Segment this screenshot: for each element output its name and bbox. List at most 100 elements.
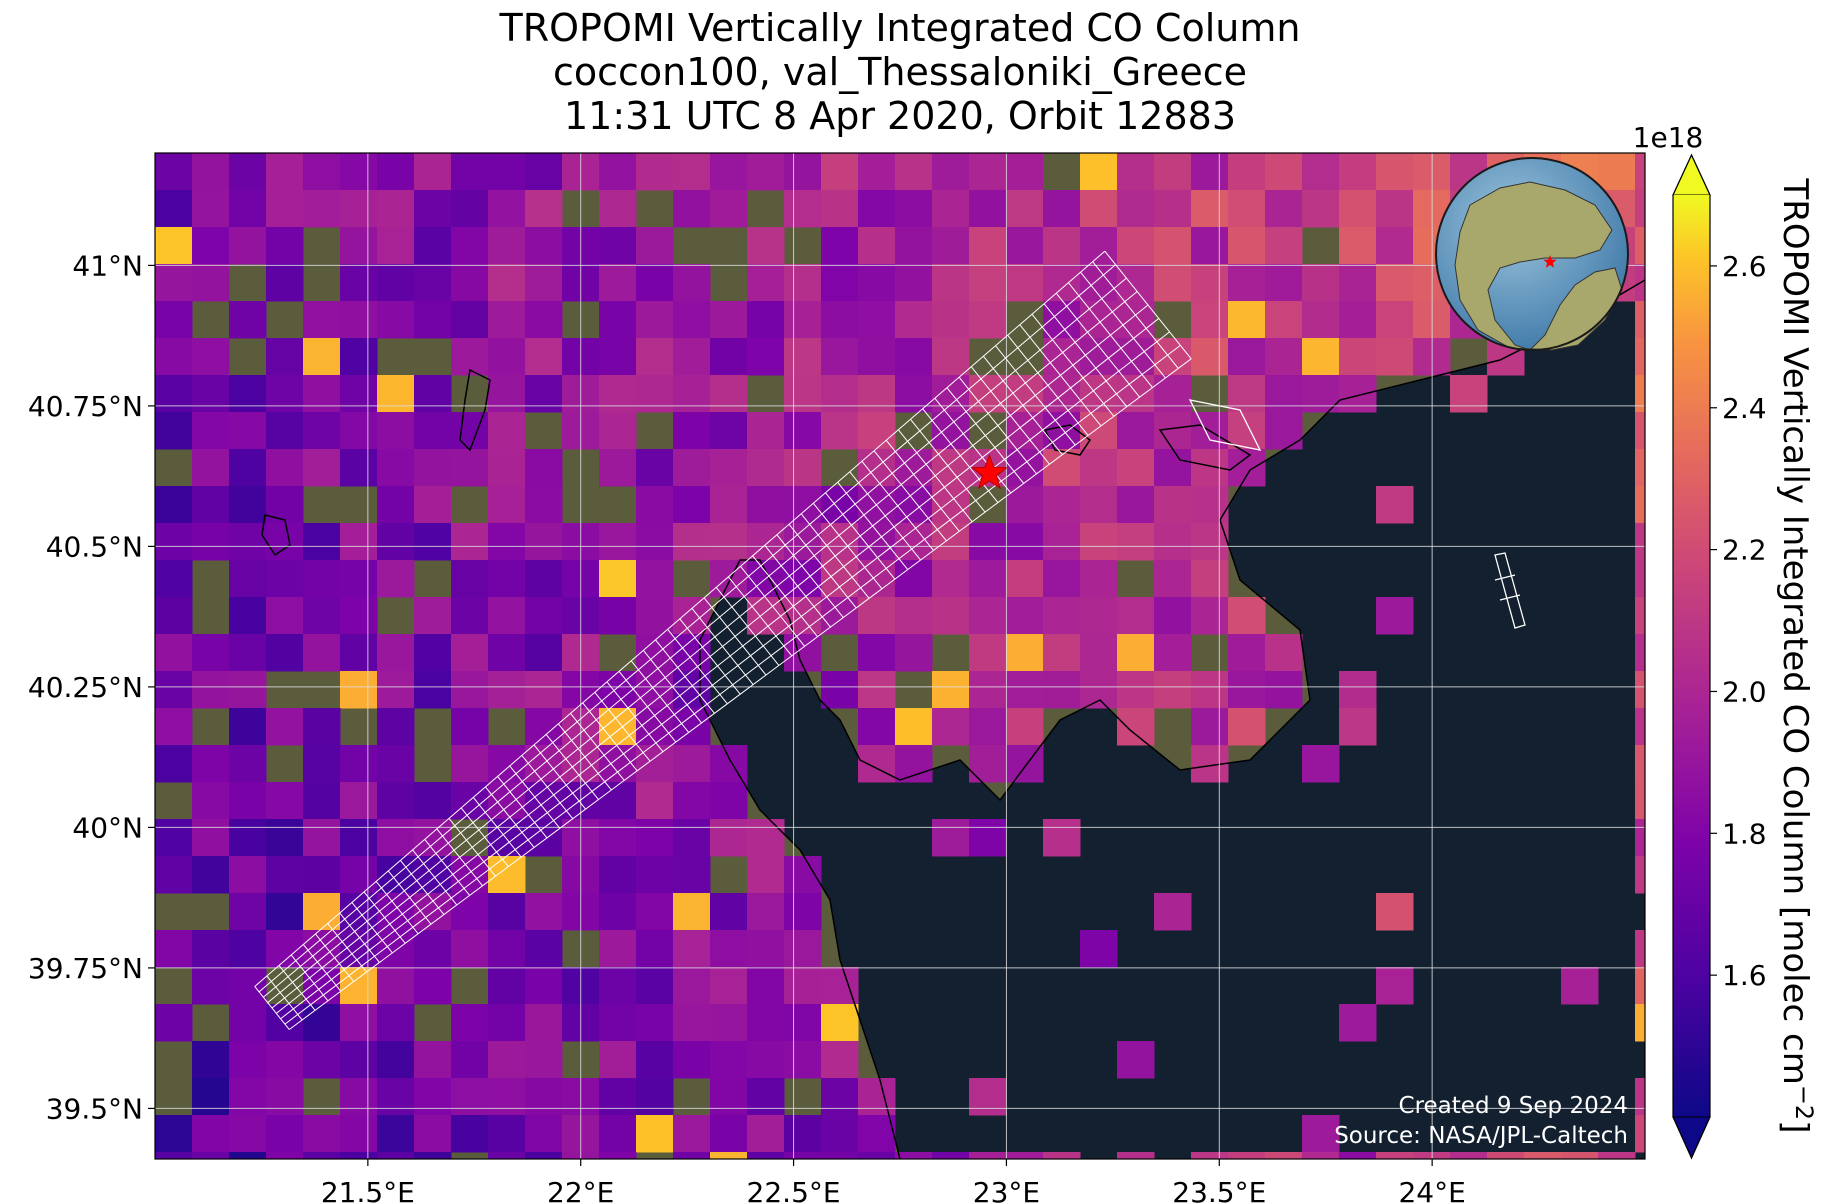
co-pixel — [451, 930, 489, 968]
co-pixel — [155, 523, 193, 561]
co-pixel — [673, 1004, 711, 1042]
co-pixel — [525, 708, 563, 746]
co-pixel — [414, 190, 452, 228]
co-pixel — [673, 375, 711, 413]
co-pixel — [451, 745, 489, 783]
co-pixel — [266, 412, 304, 450]
co-pixel — [1265, 153, 1303, 191]
co-pixel — [1635, 375, 1645, 413]
co-pixel — [821, 190, 859, 228]
co-pixel — [303, 967, 341, 1005]
co-pixel — [266, 1078, 304, 1116]
co-pixel — [1006, 708, 1044, 746]
co-pixel — [821, 671, 859, 709]
co-pixel — [266, 338, 304, 376]
longitude-tick-label: 21.5°E — [321, 1176, 415, 1204]
co-pixel — [784, 1041, 822, 1079]
co-pixel — [710, 375, 748, 413]
coastline — [699, 279, 1645, 1159]
co-pixel — [155, 1152, 193, 1159]
co-pixel — [229, 782, 267, 820]
co-pixel — [1635, 301, 1645, 339]
co-pixel — [673, 856, 711, 894]
co-pixel — [969, 671, 1007, 709]
co-pixel — [969, 819, 1007, 857]
co-pixel — [858, 301, 896, 339]
co-pixel — [821, 264, 859, 302]
co-pixel — [377, 153, 415, 191]
co-pixel — [1376, 190, 1414, 228]
co-pixel — [747, 523, 785, 561]
co-pixel — [155, 930, 193, 968]
co-pixel — [784, 153, 822, 191]
co-pixel — [1265, 412, 1303, 450]
co-pixel — [451, 227, 489, 265]
co-pixel — [192, 227, 230, 265]
co-pixel — [673, 967, 711, 1005]
co-pixel — [451, 1004, 489, 1042]
co-pixel — [636, 1004, 674, 1042]
title-line-1: TROPOMI Vertically Integrated CO Column — [499, 6, 1301, 50]
co-pixel — [229, 930, 267, 968]
co-pixel — [969, 301, 1007, 339]
co-pixel — [932, 153, 970, 191]
co-pixel — [414, 597, 452, 635]
co-pixel — [673, 486, 711, 524]
co-pixel — [784, 1115, 822, 1153]
co-pixel — [858, 523, 896, 561]
footprint-line — [271, 304, 1149, 1009]
co-pixel — [1228, 671, 1266, 709]
co-pixel — [821, 153, 859, 191]
co-pixel — [747, 597, 785, 635]
co-pixel — [303, 782, 341, 820]
co-pixel — [340, 264, 378, 302]
co-pixel — [303, 1004, 341, 1042]
co-pixel — [1635, 449, 1645, 487]
co-pixel — [858, 745, 896, 783]
co-pixel — [229, 560, 267, 598]
co-pixel — [636, 634, 674, 672]
co-pixel — [303, 412, 341, 450]
co-pixel — [636, 1078, 674, 1116]
co-pixel — [1006, 264, 1044, 302]
co-pixel — [895, 597, 933, 635]
co-pixel — [969, 560, 1007, 598]
co-pixel — [192, 264, 230, 302]
co-pixel — [599, 301, 637, 339]
co-pixel — [895, 301, 933, 339]
co-pixel — [229, 375, 267, 413]
co-pixel — [1376, 227, 1414, 265]
co-pixel — [192, 1152, 230, 1159]
co-pixel — [673, 930, 711, 968]
co-pixel — [1265, 190, 1303, 228]
co-pixel — [1265, 634, 1303, 672]
co-pixel — [340, 671, 378, 709]
co-pixel — [599, 153, 637, 191]
footprint-line — [280, 331, 1170, 1020]
co-pixel — [229, 1152, 267, 1159]
co-pixel — [747, 1152, 785, 1159]
co-pixel — [1117, 634, 1155, 672]
co-pixel — [229, 449, 267, 487]
co-pixel — [895, 1152, 933, 1159]
co-pixel — [340, 227, 378, 265]
co-pixel — [340, 745, 378, 783]
co-pixel — [784, 486, 822, 524]
co-pixel — [266, 856, 304, 894]
co-pixel — [858, 1152, 896, 1159]
co-pixel — [1302, 190, 1340, 228]
co-pixel — [1191, 708, 1229, 746]
co-pixel — [673, 819, 711, 857]
co-pixel — [1635, 190, 1645, 228]
co-pixel — [710, 1041, 748, 1079]
co-pixel — [895, 264, 933, 302]
co-pixel — [303, 745, 341, 783]
co-pixel — [266, 375, 304, 413]
co-pixel — [1228, 412, 1266, 450]
co-pixel — [1228, 190, 1266, 228]
co-pixel — [229, 190, 267, 228]
co-pixel — [488, 1078, 526, 1116]
co-pixel — [1043, 671, 1081, 709]
co-pixel — [1117, 486, 1155, 524]
co-pixel — [377, 967, 415, 1005]
